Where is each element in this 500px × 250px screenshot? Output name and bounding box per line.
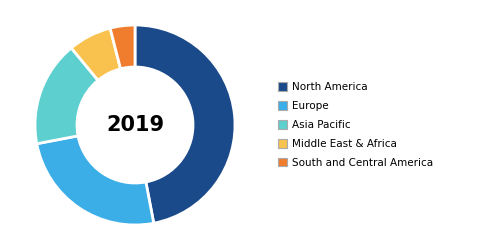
Legend: North America, Europe, Asia Pacific, Middle East & Africa, South and Central Ame: North America, Europe, Asia Pacific, Mid… [278,82,434,168]
Text: 2019: 2019 [106,115,164,135]
Wedge shape [35,48,98,144]
Wedge shape [110,25,135,69]
Wedge shape [72,28,120,80]
Wedge shape [135,25,235,223]
Wedge shape [37,136,154,225]
